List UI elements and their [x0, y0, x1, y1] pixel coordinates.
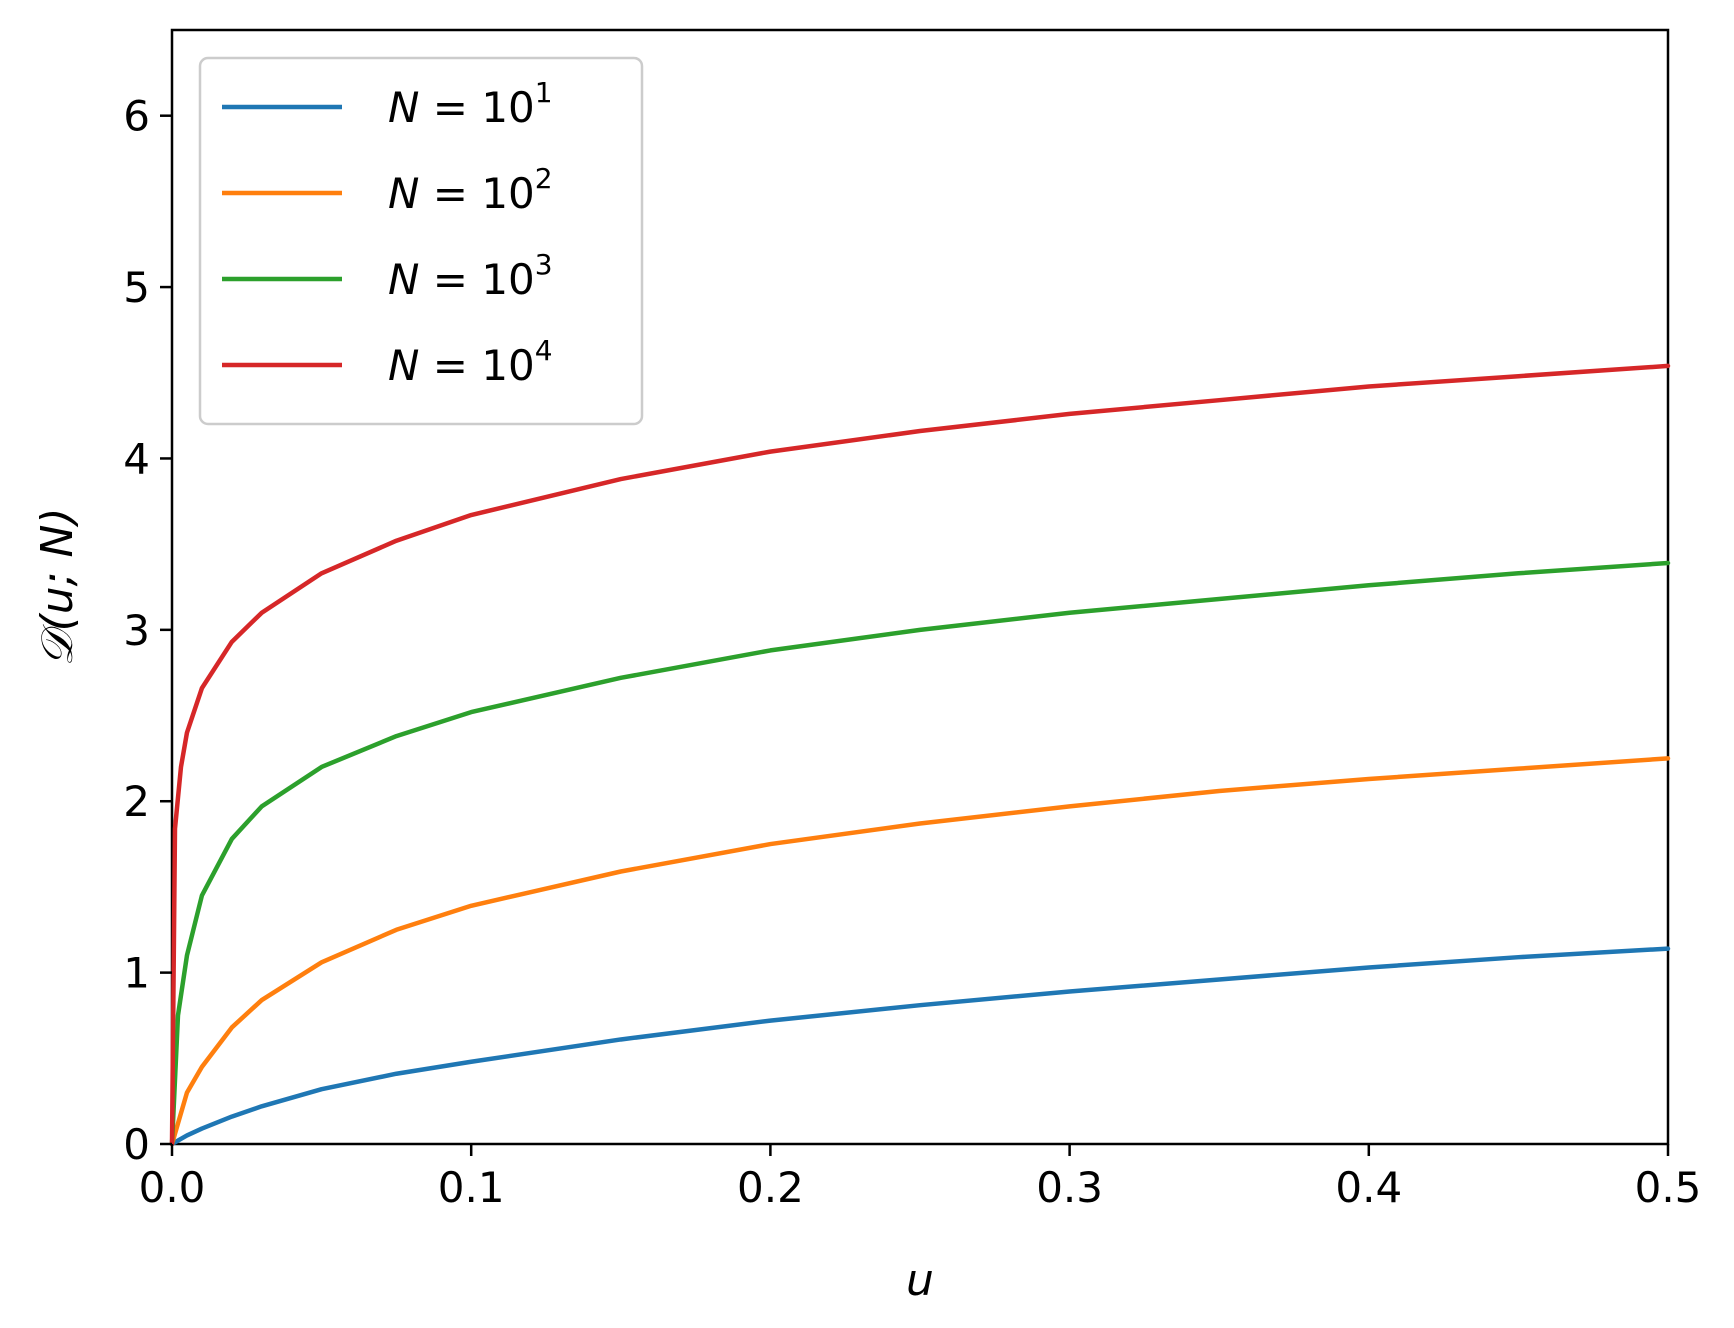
legend-label-4: N = 104: [388, 334, 553, 390]
x-tick-label: 0.4: [1335, 1163, 1402, 1212]
x-tick-label: 0.0: [139, 1163, 206, 1212]
legend: N = 101 N = 102 N = 103 N = 104: [198, 56, 644, 426]
legend-label-1: N = 101: [388, 76, 553, 132]
y-axis-title: 𝒟(u; N): [32, 507, 83, 666]
x-axis: 0.0 0.1 0.2 0.3 0.4 0.5: [139, 1144, 1702, 1212]
y-tick-label: 0: [123, 1120, 150, 1169]
legend-box: [198, 56, 644, 426]
x-tick-label: 0.3: [1036, 1163, 1103, 1212]
legend-label-3: N = 103: [388, 248, 553, 304]
y-tick-label: 5: [123, 263, 150, 312]
series-line-2: [169, 756, 1671, 1147]
y-tick-label: 6: [123, 92, 150, 141]
series-line-4: [169, 363, 1671, 1147]
x-tick-label: 0.2: [737, 1163, 804, 1212]
y-tick-label: 4: [123, 434, 150, 483]
y-tick-label: 2: [123, 777, 150, 826]
series-line-1: [169, 946, 1671, 1147]
x-axis-title: u: [906, 1255, 934, 1306]
series-line-3: [169, 560, 1671, 1147]
series-layer: [169, 363, 1671, 1147]
legend-label-2: N = 102: [388, 162, 553, 218]
x-tick-label: 0.1: [438, 1163, 505, 1212]
x-tick-label: 0.5: [1635, 1163, 1702, 1212]
y-tick-label: 3: [123, 606, 150, 655]
y-tick-label: 1: [123, 949, 150, 998]
y-axis: 0 1 2 3 4 5 6: [123, 92, 172, 1169]
